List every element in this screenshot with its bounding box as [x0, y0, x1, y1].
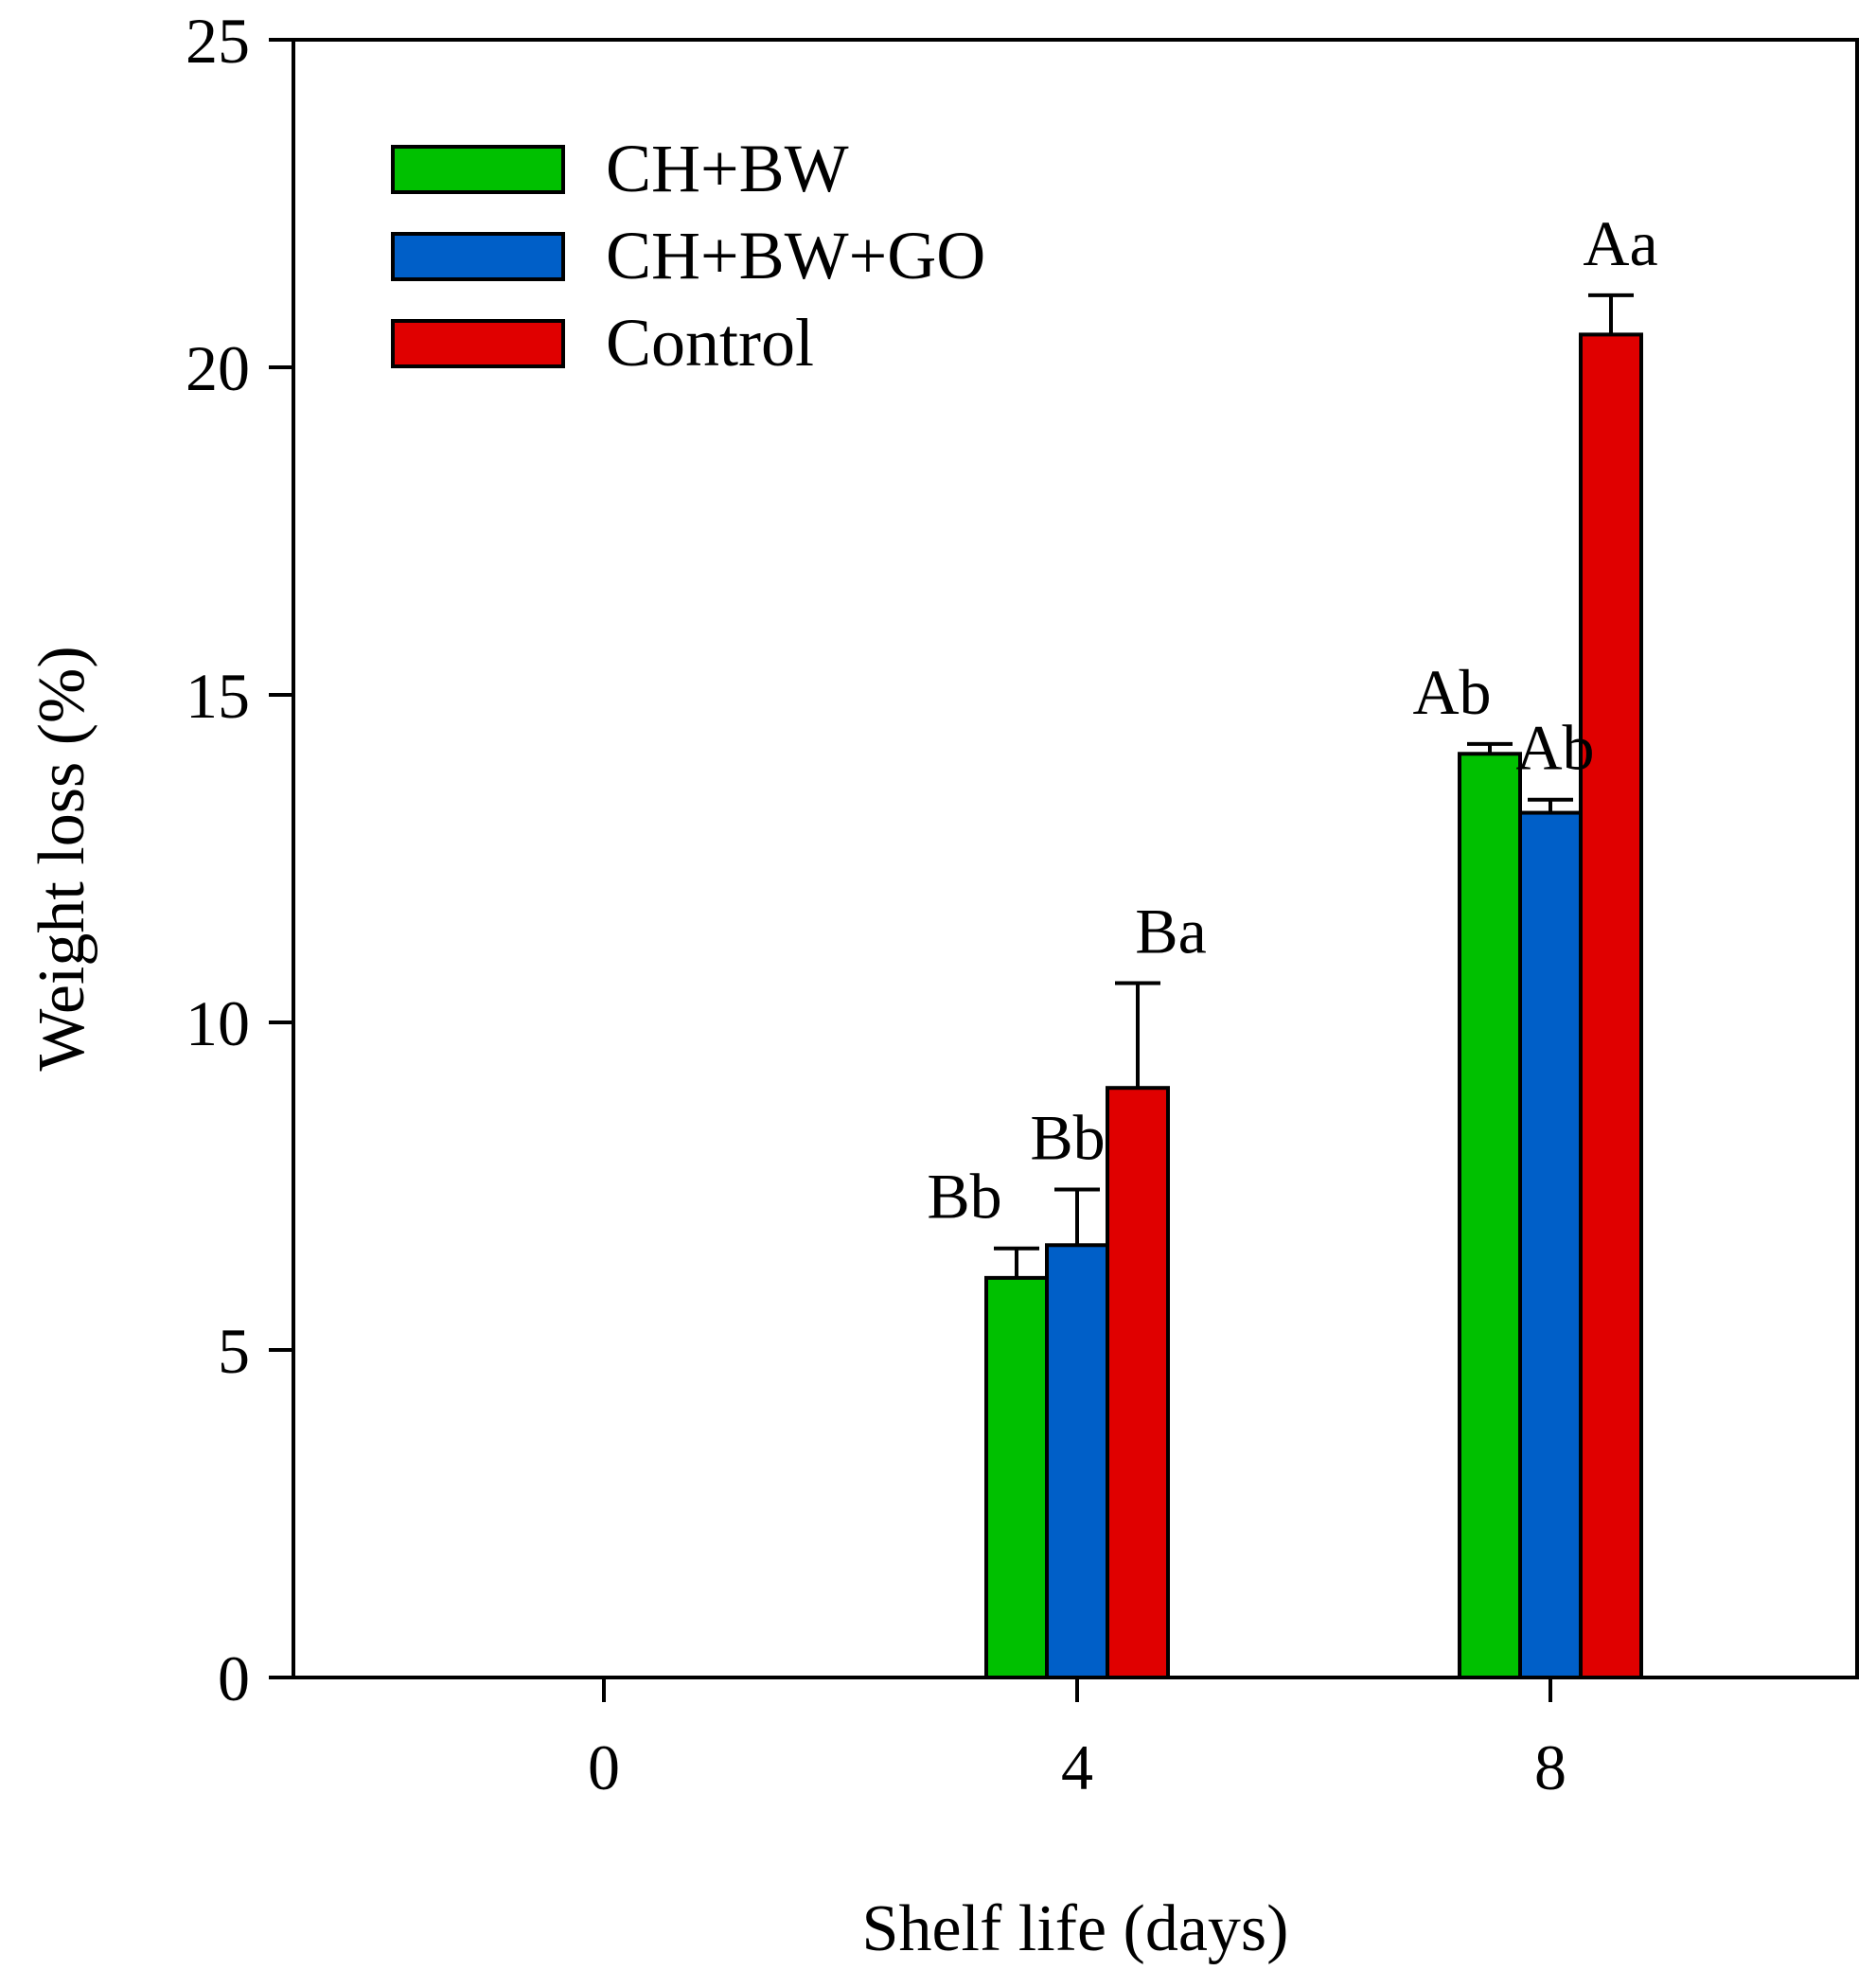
significance-label: Ba	[1135, 895, 1207, 967]
significance-label: Ab	[1515, 712, 1594, 784]
legend-swatch	[391, 232, 565, 281]
x-axis-title: Shelf life (days)	[862, 1892, 1289, 1965]
y-tick-label: 5	[218, 1315, 250, 1387]
y-tick-label: 25	[186, 5, 250, 77]
x-tick-label: 0	[588, 1731, 620, 1803]
significance-labels: Bb Ab Bb Ab Ba Aa	[927, 207, 1657, 1233]
legend-label: CH+BW	[606, 131, 849, 206]
bar-ch-bw-go-day-4	[1045, 1243, 1109, 1680]
y-tick-label: 0	[218, 1642, 250, 1714]
y-axis-title: Weight loss (%)	[26, 646, 98, 1071]
legend-swatch	[391, 319, 565, 368]
bar-series-group	[984, 293, 1643, 1680]
bar-ch-bw-go-day-8	[1518, 810, 1583, 1679]
legend-label: CH+BW+GO	[606, 218, 985, 293]
y-tick-label: 10	[186, 987, 250, 1059]
y-axis: 0 5 10 15 20 25	[186, 5, 293, 1714]
legend-label: Control	[606, 305, 814, 381]
bar-ch-bw-day-8	[1458, 752, 1522, 1679]
bar-ch-bw-day-4	[984, 1275, 1049, 1679]
bar-control-day-4	[1106, 1086, 1170, 1679]
legend: CH+BW CH+BW+GO Control	[391, 131, 985, 381]
legend-swatch	[391, 145, 565, 194]
y-tick-label: 20	[186, 332, 250, 404]
x-tick-label: 4	[1061, 1731, 1093, 1803]
x-axis: 0 4 8	[588, 1677, 1566, 1803]
significance-label: Ab	[1412, 656, 1491, 728]
significance-label: Bb	[927, 1161, 1001, 1233]
significance-label: Aa	[1583, 207, 1657, 279]
significance-label: Bb	[1030, 1101, 1105, 1173]
bar-control-day-8	[1579, 332, 1643, 1679]
x-tick-label: 8	[1534, 1731, 1566, 1803]
y-tick-label: 15	[186, 660, 250, 732]
